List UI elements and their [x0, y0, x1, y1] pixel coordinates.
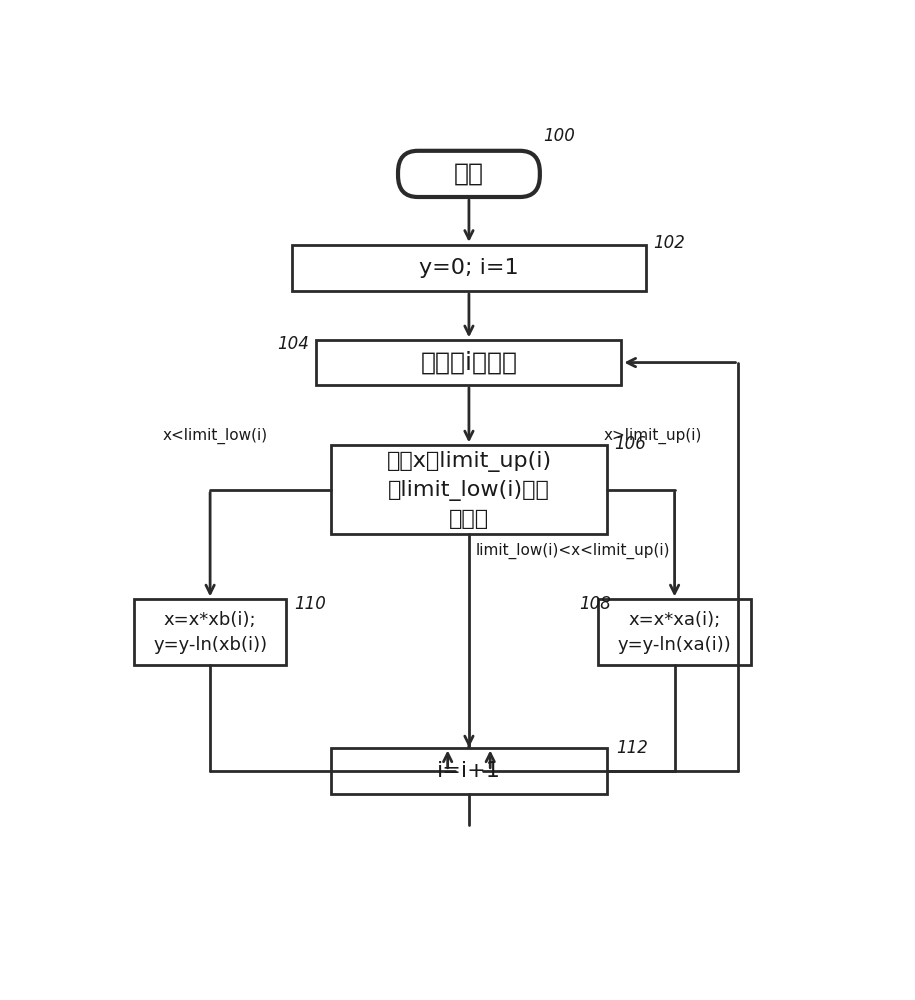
Text: 选择第i组参数: 选择第i组参数 [420, 351, 518, 375]
Text: 102: 102 [653, 234, 685, 252]
Text: x>limit_up(i): x>limit_up(i) [604, 428, 702, 444]
Text: 112: 112 [616, 739, 648, 757]
Text: 108: 108 [579, 595, 610, 613]
Text: x=x*xa(i);
y=y-ln(xa(i)): x=x*xa(i); y=y-ln(xa(i)) [618, 611, 731, 654]
Text: i=i+1: i=i+1 [437, 761, 501, 781]
Bar [330, 748, 608, 794]
Text: 104: 104 [277, 335, 309, 353]
Bar [598, 599, 751, 665]
Text: x<limit_low(i): x<limit_low(i) [163, 428, 268, 444]
Bar [330, 445, 608, 534]
Text: 110: 110 [294, 595, 326, 613]
Text: 100: 100 [544, 127, 576, 145]
Bar [292, 245, 646, 291]
Bar [317, 340, 621, 385]
Text: x=x*xb(i);
y=y-ln(xb(i)): x=x*xb(i); y=y-ln(xb(i)) [153, 611, 267, 654]
Text: 判断x与limit_up(i)
与limit_low(i)的大
小关系: 判断x与limit_up(i) 与limit_low(i)的大 小关系 [386, 451, 552, 529]
Bar [134, 599, 286, 665]
Text: limit_low(i)<x<limit_up(i): limit_low(i)<x<limit_up(i) [476, 543, 671, 559]
FancyBboxPatch shape [398, 151, 540, 197]
Text: y=0; i=1: y=0; i=1 [419, 258, 519, 278]
Text: 106: 106 [614, 435, 646, 453]
Text: 开始: 开始 [454, 162, 484, 186]
